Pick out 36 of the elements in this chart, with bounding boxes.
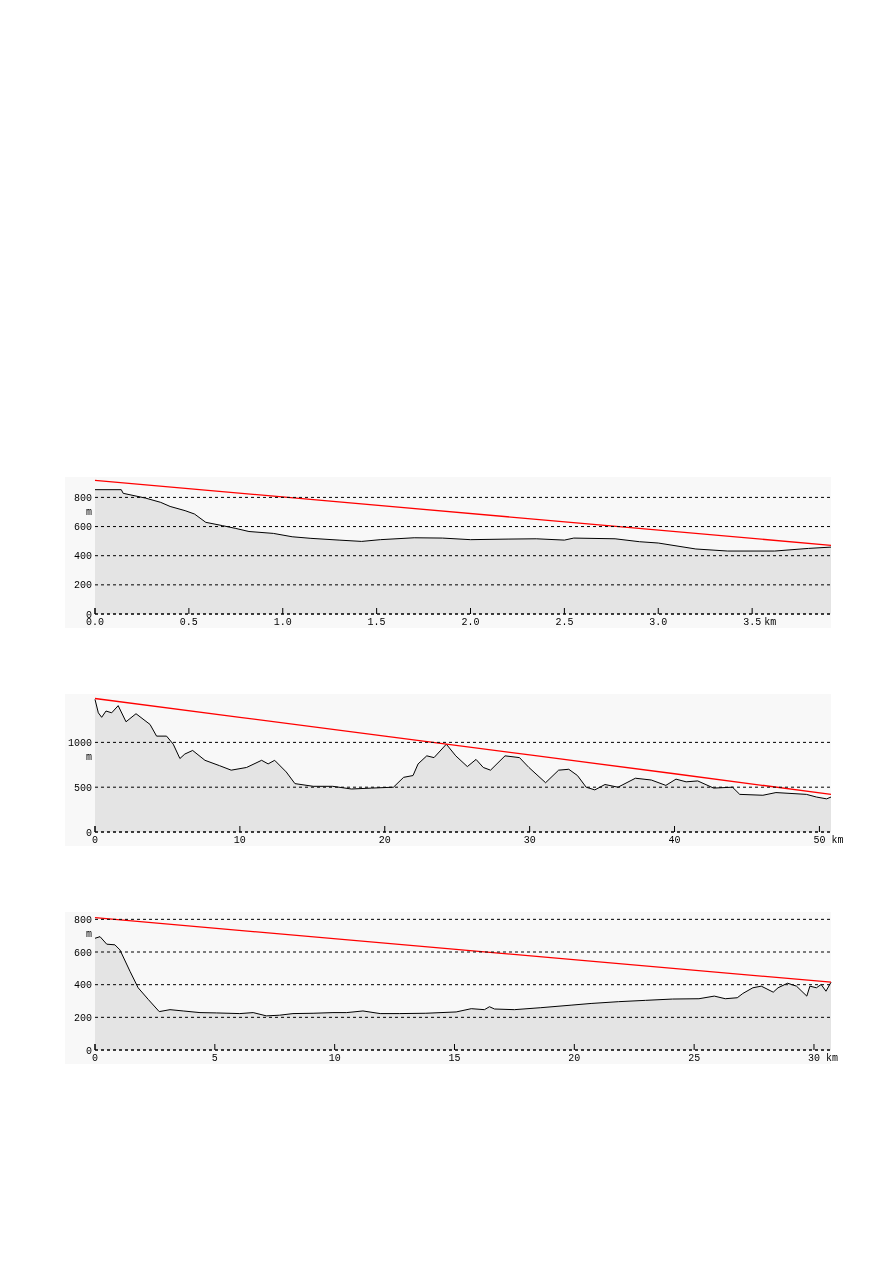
line-series (94, 697, 832, 796)
y-tick-label: 600 (73, 522, 92, 534)
y-tick-label: 200 (73, 1012, 92, 1024)
x-tick-label: 20 (378, 835, 391, 846)
y-tick-label: 800 (73, 492, 92, 504)
x-tick-label: 50 (813, 835, 826, 846)
x-tick-label: 25 (688, 1053, 701, 1064)
x-tick-label: 2.5 (555, 617, 574, 628)
x-tick-label: 30 (807, 1053, 820, 1064)
y-axis-title: m (85, 507, 92, 519)
x-tick-label: 5 (211, 1053, 218, 1064)
y-tick-label: 500 (73, 782, 92, 794)
x-tick-label: 10 (233, 835, 246, 846)
y-tick-label: 600 (73, 947, 92, 959)
x-tick-label: 15 (448, 1053, 461, 1064)
x-tick-label: 1.0 (273, 617, 292, 628)
x-tick-label: 3.5 (743, 617, 762, 628)
y-tick-label: 200 (73, 580, 92, 592)
y-tick-label: 400 (73, 551, 92, 563)
y-tick-label: 1000 (67, 737, 92, 749)
y-axis-title: m (85, 929, 92, 941)
x-axis-title: km (831, 835, 844, 846)
y-axis-title: m (85, 752, 92, 764)
x-tick-label: 40 (668, 835, 681, 846)
x-tick-label: 30 (523, 835, 536, 846)
x-tick-label: 0.5 (179, 617, 198, 628)
y-tick-label: 400 (73, 980, 92, 992)
x-axis-title: km (764, 617, 777, 628)
x-tick-label: 20 (568, 1053, 581, 1064)
x-tick-label: 3.0 (649, 617, 668, 628)
x-tick-label: 2.0 (461, 617, 480, 628)
x-tick-label: 0.0 (85, 617, 105, 628)
x-axis-title: km (825, 1053, 838, 1064)
y-tick-label: 800 (73, 914, 92, 926)
x-tick-label: 1.5 (367, 617, 386, 628)
x-tick-label: 10 (328, 1053, 341, 1064)
